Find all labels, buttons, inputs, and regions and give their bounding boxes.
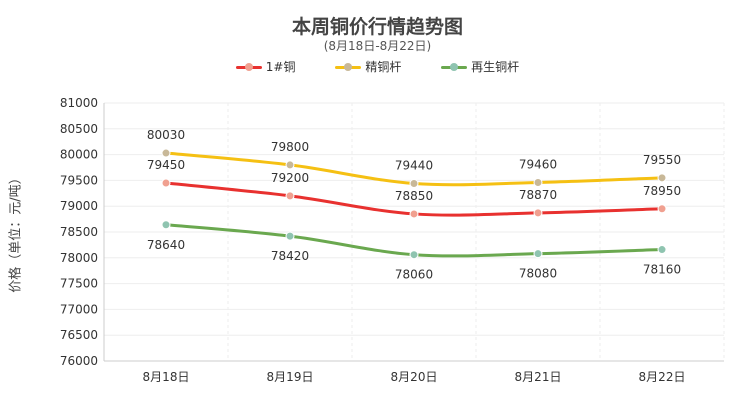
x-tick-label: 8月21日 — [515, 370, 562, 384]
legend-swatch-refined-rod — [335, 60, 362, 74]
y-tick-label: 80000 — [60, 148, 98, 162]
y-tick-label: 78000 — [60, 251, 98, 265]
x-tick-label: 8月19日 — [267, 370, 314, 384]
data-label: 78060 — [395, 268, 433, 282]
x-tick-label: 8月22日 — [639, 370, 686, 384]
y-tick-label: 81000 — [60, 96, 98, 110]
data-point-refined-rod[interactable] — [657, 173, 667, 183]
legend-label-refined-rod: 精铜杆 — [365, 60, 402, 74]
data-label: 80030 — [147, 128, 185, 142]
data-point-refined-rod[interactable] — [409, 178, 419, 188]
legend-item-recycled-rod[interactable]: 再生铜杆 — [441, 58, 519, 75]
data-point-recycled-rod[interactable] — [161, 220, 171, 230]
y-tick-label: 78500 — [60, 225, 98, 239]
data-point-copy-1[interactable] — [161, 178, 171, 188]
y-tick-label: 77000 — [60, 302, 98, 316]
data-point-recycled-rod[interactable] — [409, 250, 419, 260]
chart-subtitle: (8月18日-8月22日) — [323, 39, 432, 53]
legend-item-copy-1[interactable]: 1#铜 — [235, 58, 296, 75]
data-point-recycled-rod[interactable] — [285, 231, 295, 241]
data-label: 79800 — [271, 140, 309, 154]
data-label: 79450 — [147, 158, 185, 172]
data-label: 78850 — [395, 189, 433, 203]
data-point-recycled-rod[interactable] — [533, 249, 543, 259]
data-label: 78080 — [519, 267, 557, 281]
legend-dot-refined-rod — [344, 62, 353, 71]
legend-dot-recycled-rod — [450, 62, 459, 71]
data-point-copy-1[interactable] — [409, 209, 419, 219]
legend-swatch-recycled-rod — [441, 60, 468, 74]
legend-label-recycled-rod: 再生铜杆 — [471, 60, 520, 74]
legend: 1#铜 精铜杆 再生铜杆 — [0, 58, 755, 77]
y-tick-label: 77500 — [60, 277, 98, 291]
data-label: 79550 — [643, 153, 681, 167]
legend-swatch-copy-1 — [235, 60, 262, 74]
data-label: 78870 — [519, 188, 557, 202]
data-label: 78160 — [643, 263, 681, 277]
data-point-refined-rod[interactable] — [161, 148, 171, 158]
data-point-recycled-rod[interactable] — [657, 245, 667, 255]
data-point-refined-rod[interactable] — [533, 177, 543, 187]
y-tick-label: 79000 — [60, 199, 98, 213]
data-point-copy-1[interactable] — [533, 208, 543, 218]
data-point-copy-1[interactable] — [657, 204, 667, 214]
data-point-refined-rod[interactable] — [285, 160, 295, 170]
data-label: 78640 — [147, 238, 185, 252]
legend-label-copy-1: 1#铜 — [265, 60, 296, 74]
y-tick-label: 76000 — [60, 354, 98, 368]
data-label: 78420 — [271, 249, 309, 263]
data-label: 79200 — [271, 171, 309, 185]
y-tick-label: 76500 — [60, 328, 98, 342]
data-point-copy-1[interactable] — [285, 191, 295, 201]
x-tick-label: 8月18日 — [143, 370, 190, 384]
data-label: 78950 — [643, 184, 681, 198]
legend-dot-copy-1 — [244, 62, 253, 71]
y-tick-label: 80500 — [60, 122, 98, 136]
legend-item-refined-rod[interactable]: 精铜杆 — [335, 58, 401, 75]
x-tick-label: 8月20日 — [391, 370, 438, 384]
data-label: 79440 — [395, 158, 433, 172]
data-label: 79460 — [519, 157, 557, 171]
chart-title: 本周铜价行情趋势图 — [291, 16, 463, 38]
y-tick-label: 79500 — [60, 173, 98, 187]
